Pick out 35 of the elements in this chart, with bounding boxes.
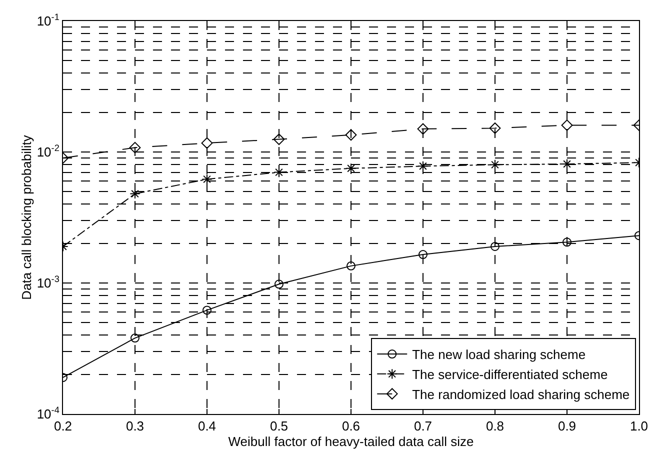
y-tick-label: 10$^{-3}$ xyxy=(36,274,60,291)
point xyxy=(346,163,356,174)
y-axis-title: Data call blocking probability xyxy=(18,134,34,300)
x-tick-label: 1.0 xyxy=(630,418,648,434)
point xyxy=(418,160,428,172)
x-tick-label: 0.6 xyxy=(342,418,360,434)
point xyxy=(202,306,212,315)
point xyxy=(346,261,356,270)
point xyxy=(129,142,141,154)
point xyxy=(130,334,140,343)
point xyxy=(562,158,572,170)
x-tick-label: 0.9 xyxy=(558,418,576,434)
x-tick-label: 0.8 xyxy=(486,418,504,434)
x-tick-label: 0.4 xyxy=(198,418,216,434)
point xyxy=(489,122,501,134)
x-tick-label: 0.5 xyxy=(270,418,288,434)
legend-label: The service-differentiated scheme xyxy=(412,366,608,382)
x-tick-label: 0.7 xyxy=(414,418,432,434)
y-tick-label: 10$^{-2}$ xyxy=(36,143,60,160)
point xyxy=(273,134,285,145)
point xyxy=(417,123,429,135)
legend-label: The new load sharing scheme xyxy=(412,347,586,362)
point xyxy=(562,238,572,247)
point xyxy=(202,174,212,184)
y-tick-label: 10$^{-1}$ xyxy=(36,12,60,29)
point xyxy=(201,137,213,149)
x-axis-title: Weibull factor of heavy-tailed data call size xyxy=(228,434,474,450)
point xyxy=(561,120,573,131)
point xyxy=(418,250,428,260)
point xyxy=(274,280,284,289)
x-tick-label: 0.3 xyxy=(126,418,144,434)
point xyxy=(345,129,357,141)
point xyxy=(490,242,500,251)
legend-label: The randomized load sharing scheme xyxy=(412,386,630,402)
point xyxy=(490,159,500,170)
